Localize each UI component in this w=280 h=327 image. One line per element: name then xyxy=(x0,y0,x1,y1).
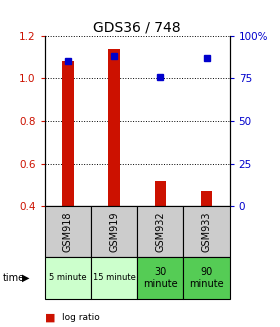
Bar xyxy=(201,191,212,206)
Bar xyxy=(183,257,230,299)
Bar xyxy=(137,206,183,257)
Text: time: time xyxy=(3,273,25,283)
Text: ▶: ▶ xyxy=(22,273,30,283)
Bar xyxy=(91,206,137,257)
Text: 30
minute: 30 minute xyxy=(143,267,178,289)
Bar xyxy=(155,181,166,206)
Text: 5 minute: 5 minute xyxy=(49,273,87,283)
Bar xyxy=(62,61,74,206)
Bar xyxy=(45,257,91,299)
Bar xyxy=(91,257,137,299)
Text: log ratio: log ratio xyxy=(62,313,99,322)
Text: GSM918: GSM918 xyxy=(63,211,73,251)
Bar xyxy=(45,206,91,257)
Bar xyxy=(108,49,120,206)
Bar xyxy=(183,206,230,257)
Text: ■: ■ xyxy=(45,312,55,322)
Text: GSM932: GSM932 xyxy=(155,211,165,252)
Text: 90
minute: 90 minute xyxy=(189,267,224,289)
Text: 15 minute: 15 minute xyxy=(93,273,136,283)
Bar xyxy=(137,257,183,299)
Text: GSM919: GSM919 xyxy=(109,211,119,251)
Title: GDS36 / 748: GDS36 / 748 xyxy=(94,21,181,35)
Text: GSM933: GSM933 xyxy=(202,211,211,251)
